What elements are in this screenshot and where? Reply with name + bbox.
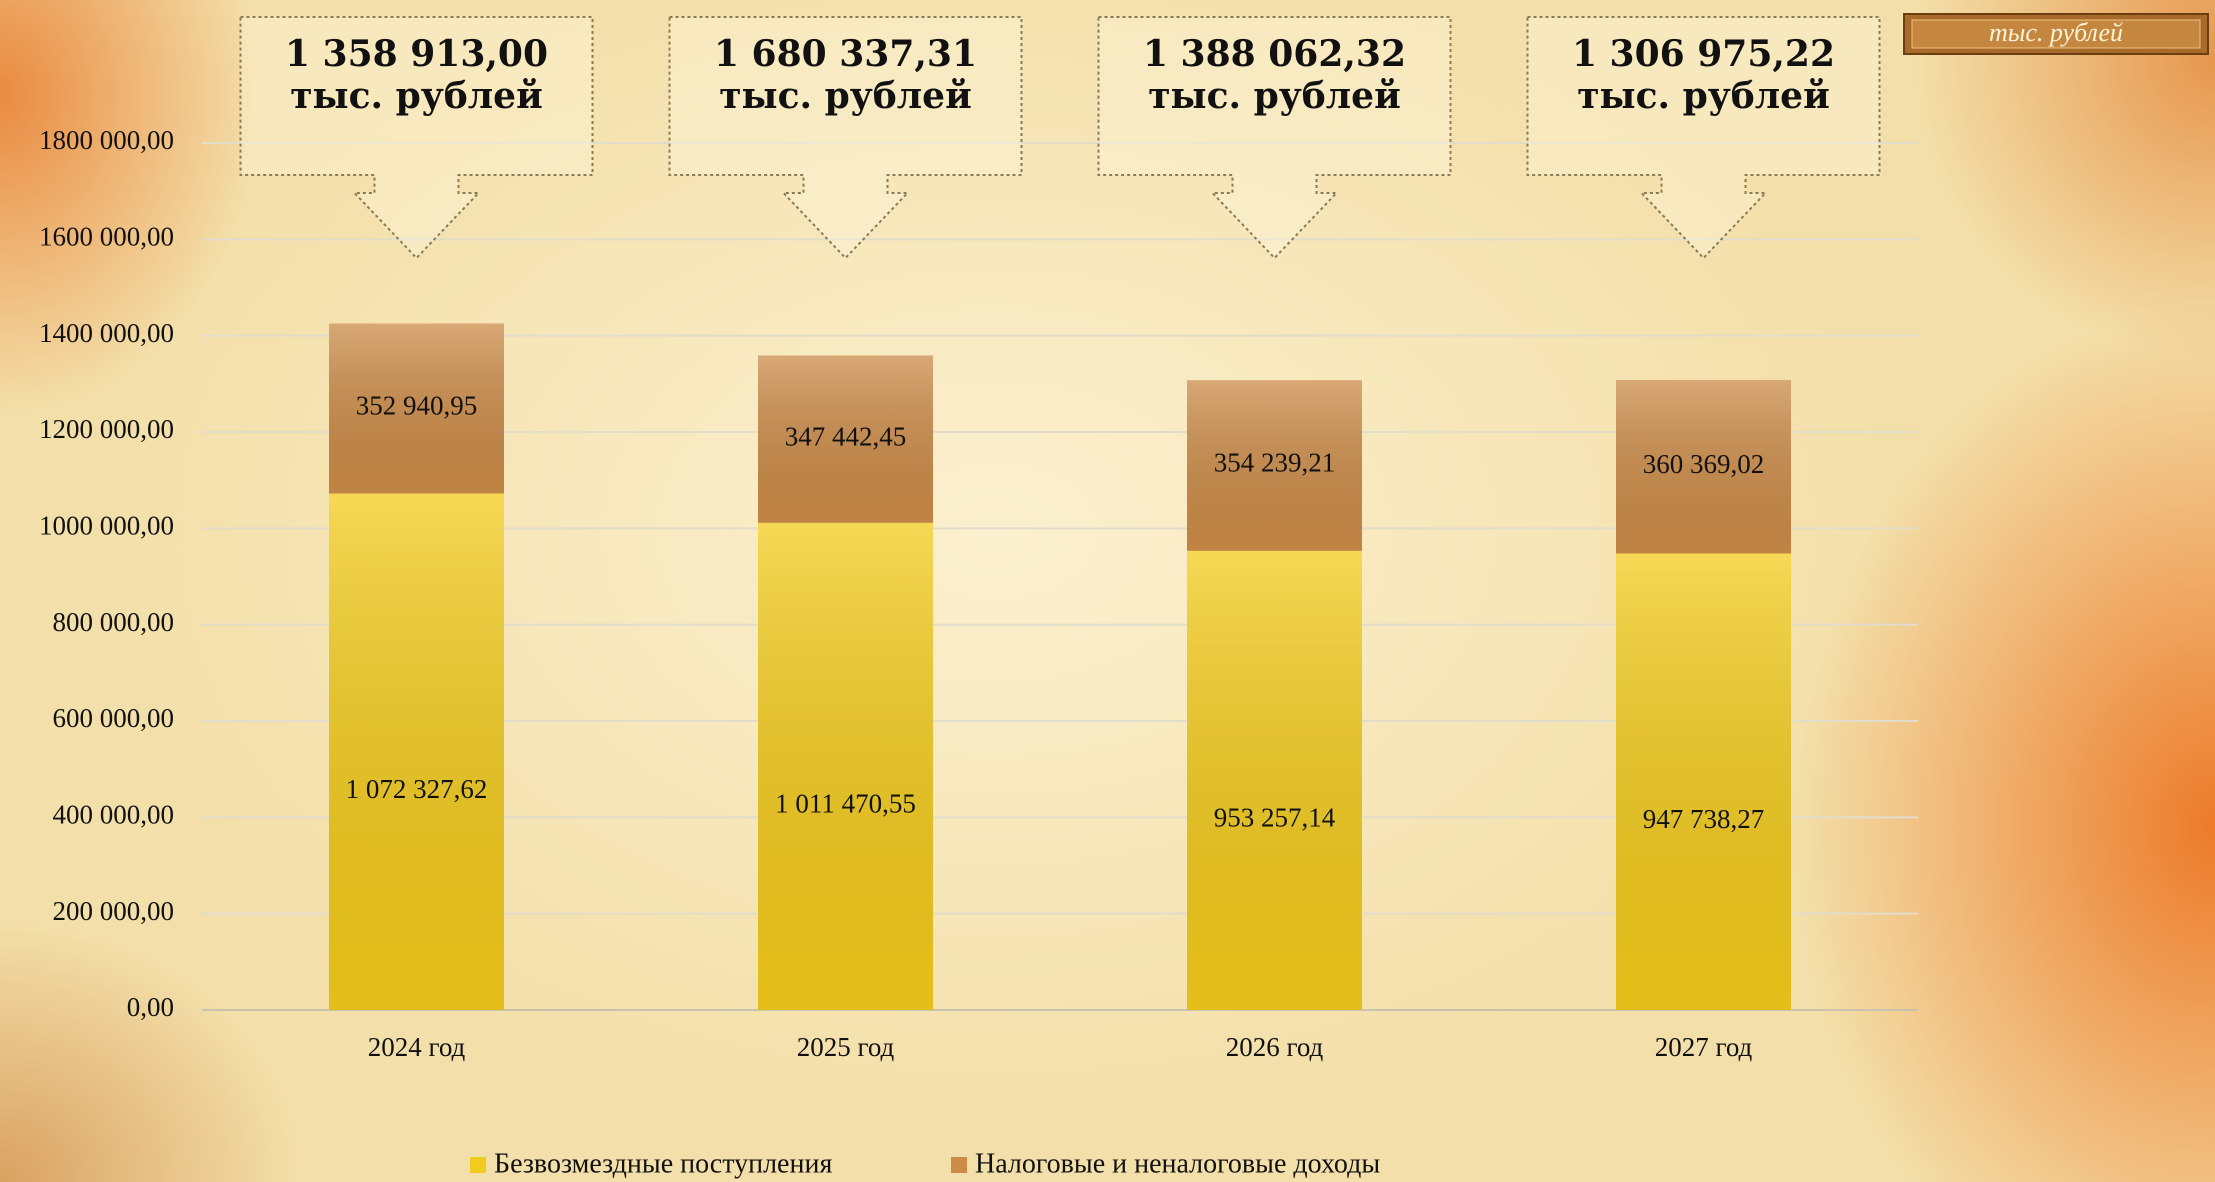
data-label: 953 257,14 [1214, 803, 1336, 833]
total-unit: тыс. рублей [290, 75, 543, 117]
total-value: 1 680 337,31 [714, 33, 977, 75]
legend-swatch [951, 1157, 967, 1173]
bar-shade [758, 523, 933, 1010]
data-label: 354 239,21 [1214, 448, 1336, 478]
x-tick-label: 2026 год [1226, 1032, 1324, 1062]
chart: тыс. рублей 0,00 200 000,00 400 000,00 600 … [0, 0, 2215, 1182]
total-unit: тыс. рублей [1148, 75, 1401, 117]
total-value: 1 306 975,22 [1572, 33, 1835, 75]
legend-label: Безвозмездные поступления [494, 1148, 832, 1179]
badge-text: тыс. рублей [1989, 18, 2123, 47]
y-tick-label: 1200 000,00 [39, 414, 174, 444]
legend-label: Налоговые и неналоговые доходы [975, 1148, 1380, 1179]
bar-shade [329, 493, 504, 1010]
bar-shade [1187, 551, 1362, 1010]
y-tick-label: 800 000,00 [53, 607, 175, 637]
data-label: 947 738,27 [1643, 804, 1765, 834]
data-label: 360 369,02 [1643, 449, 1765, 479]
y-tick-label: 1000 000,00 [39, 511, 174, 541]
x-tick-label: 2025 год [797, 1032, 895, 1062]
y-tick-label: 1400 000,00 [39, 318, 174, 348]
y-tick-label: 600 000,00 [53, 703, 175, 733]
total-unit: тыс. рублей [1577, 75, 1830, 117]
x-tick-label: 2027 год [1655, 1032, 1753, 1062]
data-label: 1 011 470,55 [775, 789, 916, 819]
data-label: 1 072 327,62 [346, 774, 488, 804]
y-tick-label: 1600 000,00 [39, 222, 174, 252]
total-value: 1 358 913,00 [285, 33, 548, 75]
y-tick-label: 0,00 [127, 992, 174, 1022]
page: тыс. рублей 0,00 200 000,00 400 000,00 600 … [0, 0, 2215, 1182]
unit-badge: тыс. рублей [1904, 14, 2208, 54]
total-value: 1 388 062,32 [1143, 33, 1406, 75]
total-unit: тыс. рублей [719, 75, 972, 117]
y-tick-label: 1800 000,00 [39, 125, 174, 155]
y-tick-label: 400 000,00 [53, 800, 175, 830]
legend-swatch [470, 1157, 486, 1173]
bar-shade [1616, 554, 1791, 1010]
y-tick-label: 200 000,00 [53, 896, 175, 926]
x-tick-label: 2024 год [368, 1032, 466, 1062]
data-label: 352 940,95 [356, 391, 478, 421]
data-label: 347 442,45 [785, 421, 907, 451]
